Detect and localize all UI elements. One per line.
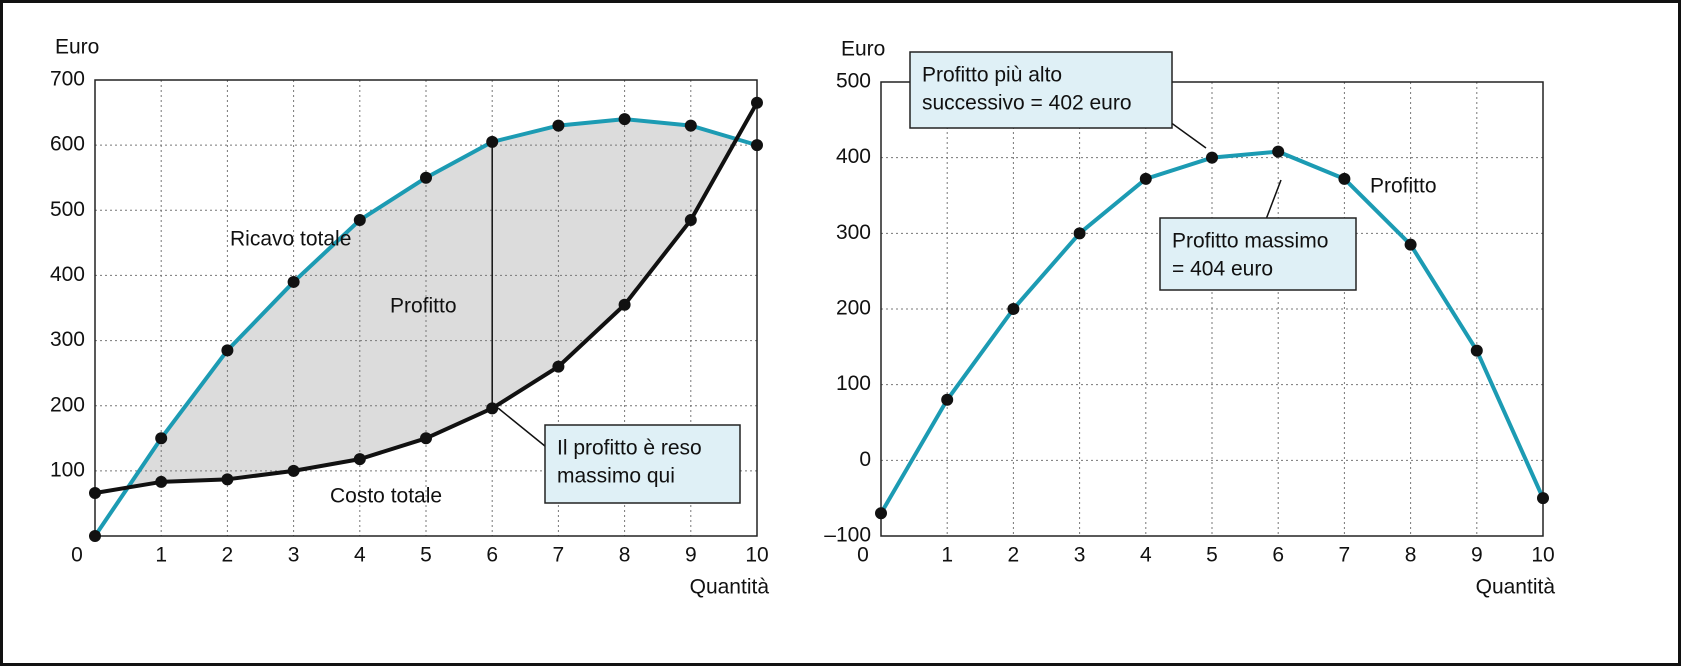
x-tick-label: 9 bbox=[685, 544, 697, 567]
y-tick-label: 100 bbox=[50, 458, 85, 481]
data-point bbox=[1139, 172, 1152, 185]
annotation-text: = 404 euro bbox=[1172, 258, 1273, 281]
data-point bbox=[1206, 151, 1218, 164]
data-point bbox=[486, 135, 499, 148]
data-point bbox=[1338, 172, 1351, 185]
x-tick-label: 2 bbox=[1008, 544, 1020, 567]
data-point bbox=[1073, 227, 1086, 240]
data-point bbox=[618, 298, 631, 311]
x-tick-label: 3 bbox=[1074, 544, 1086, 567]
series-label: Ricavo totale bbox=[230, 228, 351, 251]
y-tick-label: –100 bbox=[824, 524, 871, 547]
data-point bbox=[1470, 344, 1483, 357]
data-point bbox=[751, 139, 763, 152]
data-point bbox=[552, 119, 565, 132]
data-point bbox=[221, 344, 234, 357]
x-tick-label: 6 bbox=[1272, 544, 1284, 567]
x-tick-label: 1 bbox=[155, 544, 167, 567]
data-point bbox=[1272, 145, 1285, 158]
x-tick-label: 8 bbox=[1405, 544, 1417, 567]
plot-frame bbox=[880, 81, 1544, 537]
series-label: Costo totale bbox=[330, 485, 442, 508]
data-point bbox=[155, 475, 168, 488]
x-tick-label: 0 bbox=[71, 544, 83, 567]
y-tick-label: 400 bbox=[50, 263, 85, 286]
y-tick-label: 0 bbox=[859, 448, 871, 471]
y-tick-label: 300 bbox=[836, 221, 871, 244]
data-point bbox=[941, 393, 954, 406]
annotation-box bbox=[909, 51, 1173, 129]
data-point bbox=[155, 432, 168, 445]
x-tick-label: 8 bbox=[619, 544, 631, 567]
x-tick-label: 5 bbox=[1206, 544, 1218, 567]
data-point bbox=[486, 402, 499, 415]
data-point bbox=[353, 214, 366, 227]
data-point bbox=[221, 473, 234, 486]
annotation-text: Profitto bbox=[390, 295, 457, 318]
y-tick-label: 400 bbox=[836, 145, 871, 168]
data-point bbox=[1404, 238, 1417, 251]
x-tick-label: 4 bbox=[354, 544, 366, 567]
data-point bbox=[89, 487, 101, 500]
y-tick-label: 200 bbox=[836, 297, 871, 320]
data-point bbox=[684, 214, 697, 227]
data-point bbox=[287, 275, 300, 288]
y-tick-label: 700 bbox=[50, 68, 85, 91]
x-tick-label: 4 bbox=[1140, 544, 1152, 567]
data-point bbox=[89, 530, 101, 542]
x-axis-label: Quantità bbox=[690, 576, 770, 599]
annotation-text: Profitto più alto bbox=[922, 64, 1062, 87]
annotation-leader bbox=[1169, 121, 1207, 149]
x-tick-label: 6 bbox=[486, 544, 498, 567]
x-tick-label: 0 bbox=[857, 544, 869, 567]
x-axis-label: Quantità bbox=[1476, 576, 1556, 599]
y-tick-label: 500 bbox=[50, 198, 85, 221]
x-tick-label: 2 bbox=[222, 544, 234, 567]
data-point bbox=[875, 507, 887, 520]
annotation-text: Il profitto è reso bbox=[557, 437, 702, 460]
x-tick-label: 7 bbox=[553, 544, 565, 567]
y-tick-label: 100 bbox=[836, 372, 871, 395]
data-point bbox=[1537, 492, 1549, 505]
data-point bbox=[751, 96, 763, 109]
x-tick-label: 9 bbox=[1471, 544, 1483, 567]
y-axis-label: Euro bbox=[55, 36, 99, 59]
series-label: Profitto bbox=[1370, 175, 1437, 198]
x-tick-label: 3 bbox=[288, 544, 300, 567]
data-point bbox=[684, 119, 697, 132]
annotation-leader bbox=[1264, 179, 1282, 223]
annotation-text: successivo = 402 euro bbox=[922, 92, 1132, 115]
data-point bbox=[420, 171, 432, 184]
annotation-text: Profitto massimo bbox=[1172, 230, 1328, 253]
y-tick-label: 200 bbox=[50, 393, 85, 416]
annotation-text: massimo qui bbox=[557, 465, 675, 488]
x-tick-label: 10 bbox=[745, 544, 768, 567]
x-tick-label: 10 bbox=[1531, 544, 1554, 567]
data-point bbox=[353, 453, 366, 466]
profit-area bbox=[127, 119, 737, 488]
y-tick-label: 600 bbox=[50, 133, 85, 156]
data-point bbox=[618, 113, 631, 126]
annotation-box bbox=[1159, 217, 1357, 291]
data-point bbox=[552, 360, 565, 373]
y-tick-label: 500 bbox=[836, 70, 871, 93]
data-point bbox=[420, 432, 432, 445]
x-tick-label: 7 bbox=[1339, 544, 1351, 567]
y-axis-label: Euro bbox=[841, 38, 885, 61]
annotation-box bbox=[544, 424, 741, 504]
data-point bbox=[287, 464, 300, 477]
y-tick-label: 300 bbox=[50, 328, 85, 351]
data-point bbox=[1007, 303, 1020, 315]
x-tick-label: 1 bbox=[941, 544, 953, 567]
x-tick-label: 5 bbox=[420, 544, 432, 567]
plot-frame bbox=[94, 79, 758, 537]
